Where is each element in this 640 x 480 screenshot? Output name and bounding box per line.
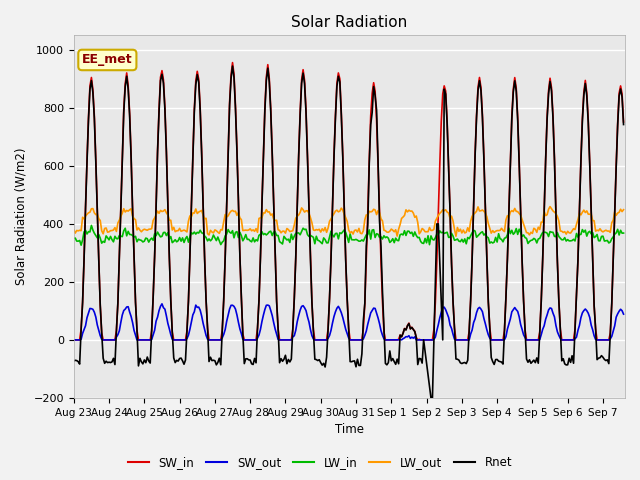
LW_in [70,236,77,241]
LW_out [600,228,608,234]
LW_out [546,204,554,209]
SW_in [401,325,408,331]
LW_out [258,215,266,220]
Line: Rnet: Rnet [74,66,623,398]
LW_out [246,226,254,232]
SW_in [260,152,268,158]
LW_out [620,207,627,213]
LW_out [399,214,407,220]
Line: SW_out: SW_out [74,304,623,340]
LW_in [600,238,608,244]
LW_in [88,223,95,228]
Rnet [600,357,608,362]
SW_in [620,119,627,125]
SW_in [70,337,77,343]
SW_in [346,337,354,343]
LW_in [208,236,216,242]
Text: EE_met: EE_met [82,53,132,66]
LW_in [348,237,355,242]
Rnet [228,63,236,69]
Rnet [205,359,213,364]
LW_out [70,227,77,233]
LW_out [205,232,213,238]
SW_out [207,337,214,343]
SW_in [248,337,255,343]
LW_out [452,233,460,239]
Rnet [248,361,255,367]
Y-axis label: Solar Radiation (W/m2): Solar Radiation (W/m2) [15,148,28,286]
LW_in [249,235,257,241]
SW_out [70,337,77,343]
Rnet [260,155,268,160]
Rnet [427,395,435,401]
X-axis label: Time: Time [335,423,364,436]
SW_out [599,337,607,343]
SW_out [158,301,166,307]
SW_out [260,312,268,318]
SW_in [228,60,236,65]
Legend: SW_in, SW_out, LW_in, LW_out, Rnet: SW_in, SW_out, LW_in, LW_out, Rnet [123,452,517,474]
LW_out [345,227,353,233]
Rnet [346,359,354,364]
Title: Solar Radiation: Solar Radiation [291,15,408,30]
Line: LW_out: LW_out [74,206,623,236]
SW_out [248,337,255,343]
SW_out [620,311,627,317]
SW_out [401,335,408,341]
LW_in [402,233,410,239]
Rnet [620,121,627,127]
Line: LW_in: LW_in [74,226,623,245]
Rnet [401,326,408,332]
LW_in [620,230,627,236]
LW_in [77,242,85,248]
Line: SW_in: SW_in [74,62,623,340]
LW_in [261,231,269,237]
Rnet [70,358,77,364]
SW_in [205,337,213,343]
SW_in [599,337,607,343]
SW_out [346,337,354,343]
